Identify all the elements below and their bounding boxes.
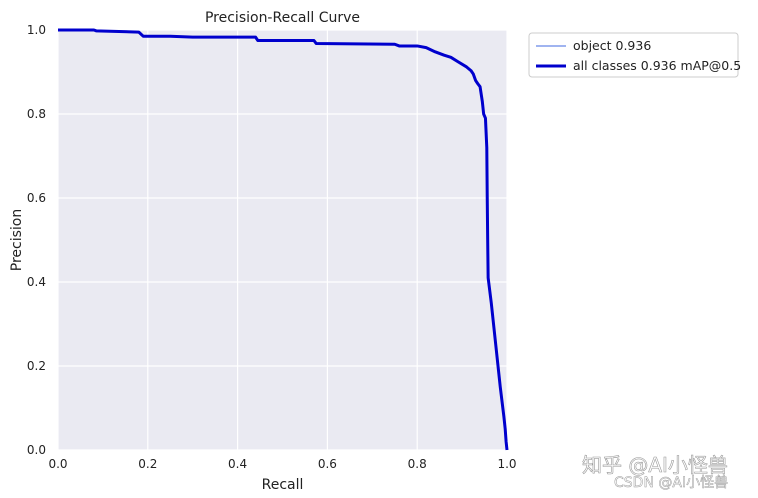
x-tick-label: 0.4 <box>228 457 247 471</box>
y-tick-label: 0.4 <box>27 275 46 289</box>
x-tick-label: 0.8 <box>408 457 427 471</box>
y-tick-label: 0.2 <box>27 359 46 373</box>
y-tick-label: 0.6 <box>27 191 46 205</box>
legend-label-all-classes: all classes 0.936 mAP@0.5 <box>573 58 741 73</box>
chart-title: Precision-Recall Curve <box>205 10 360 26</box>
legend-label-object: object 0.936 <box>573 38 651 53</box>
x-tick-label: 0.2 <box>138 457 157 471</box>
watermark: 知乎 @AI小怪兽 CSDN @AI小怪兽 <box>582 453 729 492</box>
grid <box>57 29 508 451</box>
y-tick-label: 0.8 <box>27 107 46 121</box>
y-axis-ticks: 0.0 0.2 0.4 0.6 0.8 1.0 <box>27 23 46 457</box>
watermark-csdn: CSDN @AI小怪兽 <box>614 475 728 491</box>
y-tick-label: 0.0 <box>27 443 46 457</box>
x-tick-label: 0.0 <box>48 457 67 471</box>
x-tick-label: 0.6 <box>318 457 337 471</box>
legend-box <box>528 32 739 78</box>
y-axis-title: Precision <box>9 209 25 271</box>
x-axis-title: Recall <box>262 477 304 493</box>
watermark-zhihu: 知乎 @AI小怪兽 <box>582 453 728 477</box>
x-axis-ticks: 0.0 0.2 0.4 0.6 0.8 1.0 <box>48 457 516 471</box>
y-tick-label: 1.0 <box>27 23 46 37</box>
x-tick-label: 1.0 <box>497 457 516 471</box>
series-layer <box>58 28 509 451</box>
plot-area <box>58 30 507 450</box>
legend: object 0.936 all classes 0.936 mAP@0.5 <box>528 32 741 78</box>
series-line-all-classes <box>58 28 509 451</box>
